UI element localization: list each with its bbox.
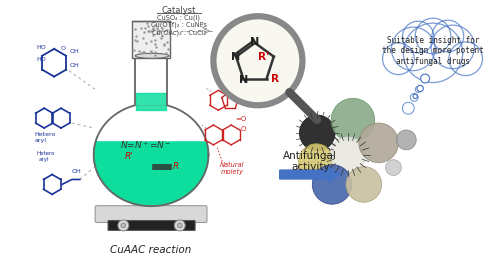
Circle shape bbox=[386, 160, 402, 176]
Circle shape bbox=[402, 21, 434, 53]
FancyBboxPatch shape bbox=[95, 206, 207, 223]
Circle shape bbox=[417, 85, 424, 92]
Text: OH: OH bbox=[70, 49, 80, 54]
Text: R': R' bbox=[258, 52, 269, 62]
Text: Antifungal
activity: Antifungal activity bbox=[284, 151, 338, 172]
Circle shape bbox=[431, 25, 474, 69]
Text: O: O bbox=[61, 46, 66, 51]
Circle shape bbox=[392, 27, 435, 71]
Text: =O: =O bbox=[235, 116, 246, 122]
Text: Hetero: Hetero bbox=[34, 132, 56, 137]
Text: OH: OH bbox=[72, 168, 82, 173]
Text: R: R bbox=[173, 162, 179, 171]
Text: OH: OH bbox=[70, 63, 80, 68]
Bar bbox=[135, 56, 167, 110]
Text: N=N$^+$=N$^-$: N=N$^+$=N$^-$ bbox=[120, 139, 172, 151]
Circle shape bbox=[404, 23, 462, 82]
Circle shape bbox=[415, 87, 421, 92]
Text: Cu(OAc)₂ : CuCl₂: Cu(OAc)₂ : CuCl₂ bbox=[152, 29, 206, 36]
Text: N: N bbox=[230, 52, 240, 62]
Text: HO: HO bbox=[36, 57, 46, 62]
Circle shape bbox=[346, 167, 382, 202]
Text: R: R bbox=[270, 74, 278, 84]
Text: Catalyst: Catalyst bbox=[162, 6, 196, 15]
Text: Natural
moiety: Natural moiety bbox=[220, 162, 244, 175]
Text: Hetero: Hetero bbox=[36, 151, 55, 156]
Circle shape bbox=[214, 16, 302, 105]
Circle shape bbox=[432, 20, 464, 52]
Text: HO: HO bbox=[36, 45, 46, 50]
Text: CuAAC reaction: CuAAC reaction bbox=[110, 245, 192, 255]
Circle shape bbox=[174, 220, 185, 231]
Circle shape bbox=[420, 74, 430, 83]
Circle shape bbox=[402, 102, 414, 114]
Circle shape bbox=[298, 144, 334, 179]
Text: aryl: aryl bbox=[38, 157, 49, 162]
Circle shape bbox=[396, 130, 416, 150]
Text: Suitable insight for
the design more potent
antifungal drugs: Suitable insight for the design more pot… bbox=[382, 36, 484, 66]
Text: O: O bbox=[241, 126, 246, 132]
Circle shape bbox=[382, 43, 414, 75]
Text: N: N bbox=[250, 37, 260, 47]
Circle shape bbox=[359, 123, 399, 163]
Circle shape bbox=[312, 165, 352, 204]
Text: N: N bbox=[238, 75, 248, 85]
Circle shape bbox=[415, 18, 451, 54]
FancyArrow shape bbox=[280, 167, 341, 183]
Circle shape bbox=[410, 93, 418, 101]
Circle shape bbox=[331, 98, 374, 142]
FancyBboxPatch shape bbox=[108, 220, 195, 230]
FancyBboxPatch shape bbox=[132, 21, 170, 58]
Polygon shape bbox=[94, 103, 208, 206]
Circle shape bbox=[118, 220, 129, 231]
Circle shape bbox=[449, 42, 482, 76]
Circle shape bbox=[178, 223, 182, 228]
Text: CuSO₄ : Cu(I): CuSO₄ : Cu(I) bbox=[158, 14, 200, 21]
Text: Cu(OTf)₂ : CuNPs: Cu(OTf)₂ : CuNPs bbox=[151, 22, 207, 28]
Text: aryl: aryl bbox=[34, 138, 46, 143]
Circle shape bbox=[330, 137, 366, 173]
Text: R': R' bbox=[125, 152, 134, 161]
Ellipse shape bbox=[135, 53, 169, 58]
Circle shape bbox=[413, 94, 418, 99]
Circle shape bbox=[121, 223, 126, 228]
Circle shape bbox=[300, 115, 335, 151]
